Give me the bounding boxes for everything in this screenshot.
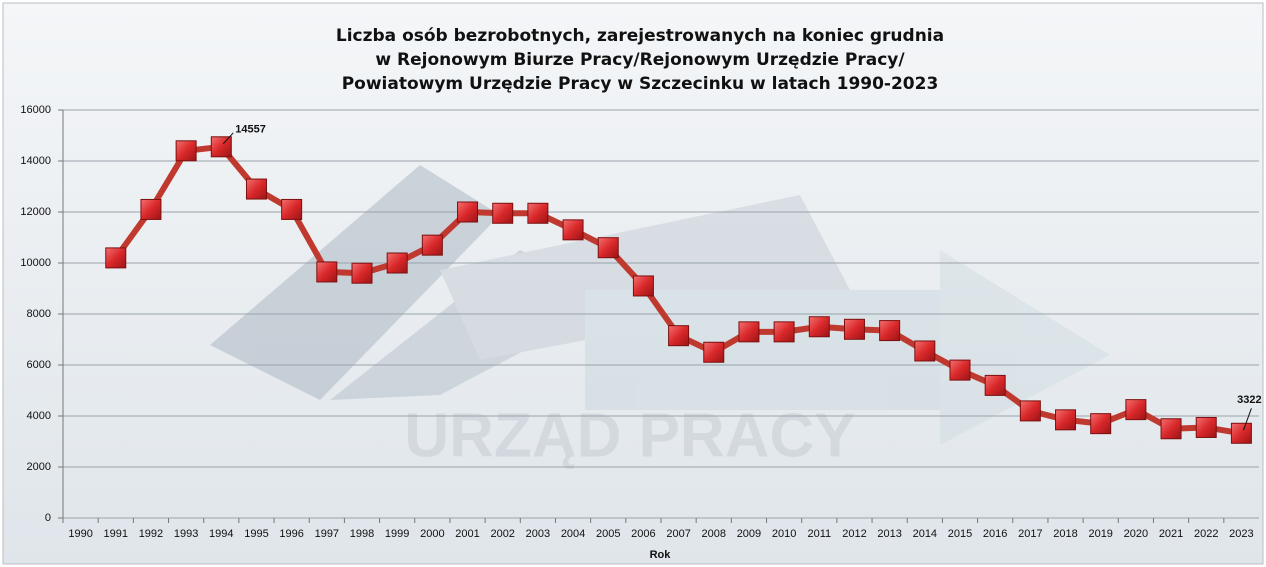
x-tick-label: 2023 xyxy=(1229,528,1253,540)
data-marker xyxy=(352,263,372,283)
data-marker xyxy=(1126,400,1146,420)
x-tick-label: 2008 xyxy=(702,528,726,540)
data-marker xyxy=(1196,417,1216,437)
data-marker xyxy=(317,262,337,282)
y-tick-label: 2000 xyxy=(27,461,51,473)
y-tick-label: 12000 xyxy=(20,206,51,218)
data-marker xyxy=(880,321,900,341)
x-tick-label: 2006 xyxy=(631,528,655,540)
data-marker xyxy=(458,202,478,222)
chart-title: Powiatowym Urzędzie Pracy w Szczecinku w… xyxy=(342,74,939,94)
data-marker xyxy=(1056,410,1076,430)
x-tick-label: 2013 xyxy=(877,528,901,540)
data-marker xyxy=(422,235,442,255)
data-marker xyxy=(844,319,864,339)
y-tick-label: 4000 xyxy=(27,410,51,422)
chart-title: w Rejonowym Biurze Pracy/Rejonowym Urzęd… xyxy=(375,50,905,70)
x-tick-label: 2022 xyxy=(1194,528,1218,540)
y-tick-label: 16000 xyxy=(20,104,51,116)
x-tick-label: 2019 xyxy=(1088,528,1112,540)
x-tick-label: 2007 xyxy=(666,528,690,540)
data-marker xyxy=(1020,401,1040,421)
data-marker xyxy=(915,341,935,361)
x-tick-label: 1997 xyxy=(315,528,339,540)
x-tick-label: 2011 xyxy=(807,528,831,540)
data-marker xyxy=(141,199,161,219)
x-tick-label: 2014 xyxy=(913,528,937,540)
y-tick-label: 14000 xyxy=(20,155,51,167)
data-marker xyxy=(563,220,583,240)
data-marker xyxy=(211,137,231,157)
data-marker xyxy=(1161,419,1181,439)
chart: URZĄD PRACY Liczba osób bezrobotnych, za… xyxy=(0,0,1266,567)
x-tick-label: 2001 xyxy=(455,528,479,540)
x-tick-label: 2015 xyxy=(948,528,972,540)
x-tick-label: 1992 xyxy=(139,528,163,540)
y-tick-label: 8000 xyxy=(27,308,51,320)
data-marker xyxy=(1091,414,1111,434)
x-axis-label: Rok xyxy=(650,549,672,561)
y-tick-label: 10000 xyxy=(20,257,51,269)
x-tick-label: 1996 xyxy=(279,528,303,540)
page: URZĄD PRACY Liczba osób bezrobotnych, za… xyxy=(0,0,1266,567)
y-tick-label: 0 xyxy=(45,512,51,524)
x-tick-label: 1998 xyxy=(350,528,374,540)
x-tick-label: 1994 xyxy=(209,528,233,540)
data-marker xyxy=(669,326,689,346)
data-marker xyxy=(950,360,970,380)
x-tick-label: 2020 xyxy=(1124,528,1148,540)
data-marker xyxy=(809,317,829,337)
x-tick-label: 2016 xyxy=(983,528,1007,540)
x-tick-label: 2004 xyxy=(561,528,585,540)
data-label: 14557 xyxy=(235,124,266,136)
data-marker xyxy=(493,203,513,223)
data-marker xyxy=(598,238,618,258)
x-tick-label: 2017 xyxy=(1018,528,1042,540)
x-tick-label: 2012 xyxy=(842,528,866,540)
x-tick-label: 1991 xyxy=(104,528,128,540)
data-marker xyxy=(387,253,407,273)
data-marker xyxy=(985,375,1005,395)
x-tick-label: 2018 xyxy=(1053,528,1077,540)
x-tick-label: 1999 xyxy=(385,528,409,540)
data-marker xyxy=(246,179,266,199)
data-marker xyxy=(739,322,759,342)
watermark: URZĄD PRACY xyxy=(404,401,855,470)
data-marker xyxy=(528,203,548,223)
data-marker xyxy=(704,342,724,362)
x-tick-label: 1993 xyxy=(174,528,198,540)
data-marker xyxy=(774,322,794,342)
data-marker xyxy=(1231,423,1251,443)
x-tick-label: 1995 xyxy=(244,528,268,540)
chart-title: Liczba osób bezrobotnych, zarejestrowany… xyxy=(336,26,944,46)
data-marker xyxy=(106,248,126,268)
x-tick-label: 2005 xyxy=(596,528,620,540)
x-tick-label: 2003 xyxy=(526,528,550,540)
x-tick-label: 2002 xyxy=(490,528,514,540)
data-marker xyxy=(176,141,196,161)
x-tick-label: 1990 xyxy=(68,528,92,540)
data-marker xyxy=(633,276,653,296)
data-marker xyxy=(282,199,302,219)
y-tick-label: 6000 xyxy=(27,359,51,371)
x-tick-label: 2000 xyxy=(420,528,444,540)
title-group: Liczba osób bezrobotnych, zarejestrowany… xyxy=(336,26,944,94)
x-tick-label: 2009 xyxy=(737,528,761,540)
x-tick-label: 2010 xyxy=(772,528,796,540)
data-label: 3322 xyxy=(1237,394,1261,406)
x-tick-label: 2021 xyxy=(1159,528,1183,540)
